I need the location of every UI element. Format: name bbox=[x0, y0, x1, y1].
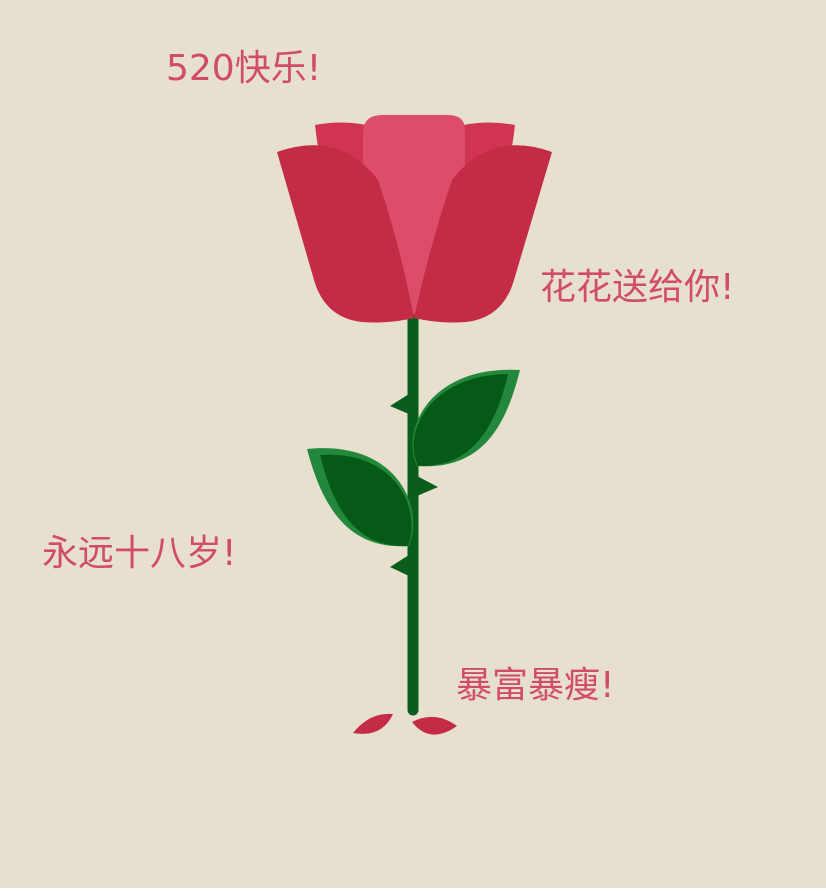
fallen-petal-left bbox=[353, 713, 393, 734]
greeting-forever-eighteen: 永远十八岁! bbox=[42, 533, 237, 574]
greeting-flowers-for-you: 花花送给你! bbox=[540, 267, 735, 308]
thorn-left-upper bbox=[390, 394, 409, 414]
petal-front-left bbox=[277, 145, 414, 323]
fallen-petal-right bbox=[412, 716, 457, 735]
leaf-left bbox=[307, 448, 414, 547]
thorn-left-lower bbox=[390, 555, 409, 576]
greeting-520-happy: 520快乐! bbox=[166, 48, 322, 89]
leaf-right bbox=[412, 369, 520, 467]
greeting-rich-and-slim: 暴富暴瘦! bbox=[456, 665, 615, 706]
petal-front-right bbox=[414, 145, 552, 323]
rose-bloom bbox=[277, 115, 552, 323]
thorn-right bbox=[417, 476, 438, 496]
